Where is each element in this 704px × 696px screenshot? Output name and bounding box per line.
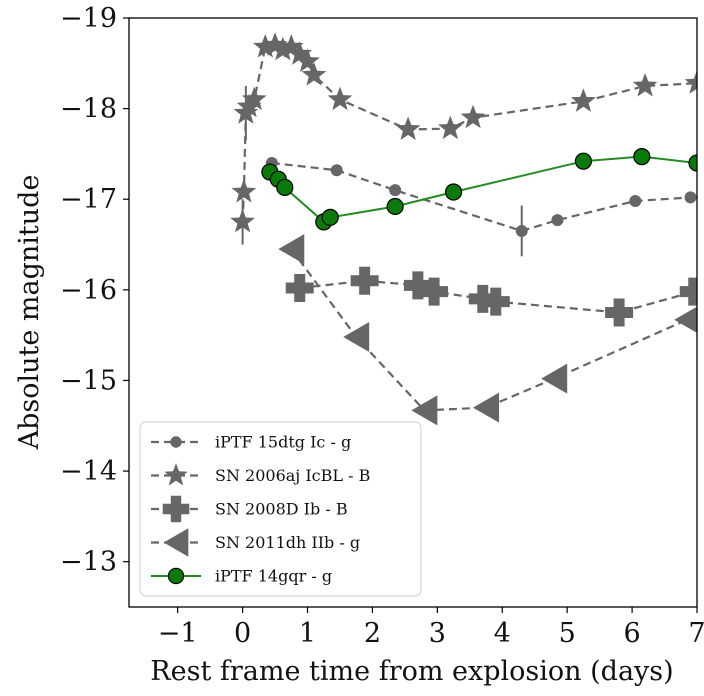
x-tick-label: 7 bbox=[688, 618, 704, 649]
plot-frame bbox=[128, 17, 698, 608]
data-point bbox=[444, 183, 463, 201]
legend-entry: SN 2008D Ib - B bbox=[151, 495, 348, 523]
y-tick-label: −18 bbox=[60, 94, 117, 125]
data-point bbox=[605, 298, 634, 327]
data-point bbox=[287, 41, 313, 65]
data-point bbox=[295, 48, 320, 72]
data-point bbox=[278, 234, 305, 265]
data-point bbox=[515, 224, 528, 237]
series-line bbox=[299, 279, 695, 314]
series-layer bbox=[230, 32, 697, 426]
series-group bbox=[285, 266, 697, 327]
y-tick-label: −16 bbox=[60, 275, 117, 306]
data-point bbox=[460, 104, 486, 129]
x-tick-label: 1 bbox=[299, 618, 316, 649]
data-point bbox=[684, 191, 697, 204]
data-point bbox=[574, 152, 593, 170]
data-point bbox=[350, 266, 379, 295]
x-tick-label: 5 bbox=[559, 618, 576, 649]
data-point bbox=[167, 567, 185, 585]
data-point bbox=[629, 195, 642, 208]
data-point bbox=[321, 208, 339, 226]
data-point bbox=[163, 528, 189, 557]
data-point bbox=[571, 88, 596, 112]
data-point bbox=[688, 154, 697, 172]
y-tick-label: −14 bbox=[60, 456, 117, 487]
series-group bbox=[278, 234, 697, 426]
data-point bbox=[278, 34, 304, 58]
data-point bbox=[170, 436, 182, 448]
y-tick-label: −13 bbox=[60, 547, 117, 578]
legend-entry: iPTF 15dtg Ic - g bbox=[151, 433, 351, 452]
data-point bbox=[633, 148, 651, 166]
data-point bbox=[632, 73, 658, 97]
data-point bbox=[262, 32, 288, 56]
data-point bbox=[285, 274, 314, 303]
data-point bbox=[438, 115, 463, 140]
x-tick-label: 2 bbox=[364, 618, 381, 649]
data-point bbox=[301, 62, 327, 86]
data-point bbox=[481, 287, 510, 316]
legend-entry: SN 2006aj IcBL - B bbox=[151, 463, 370, 486]
series-group bbox=[265, 156, 697, 257]
series-group bbox=[230, 32, 697, 245]
x-tick-label: 4 bbox=[494, 618, 511, 649]
data-point bbox=[684, 70, 697, 94]
data-point bbox=[162, 495, 190, 523]
data-point bbox=[276, 178, 294, 197]
data-point bbox=[386, 197, 404, 216]
y-axis-title: Absolute magnitude bbox=[14, 175, 45, 451]
legend-box bbox=[139, 421, 422, 597]
y-tick-label: −17 bbox=[60, 184, 117, 215]
data-point bbox=[395, 116, 421, 140]
data-point bbox=[330, 164, 343, 177]
data-point bbox=[343, 321, 370, 352]
x-tick-label: 0 bbox=[234, 618, 251, 649]
x-axis-title: Rest frame time from explosion (days) bbox=[150, 656, 673, 687]
legend-label: SN 2011dh IIb - g bbox=[215, 533, 360, 552]
data-point bbox=[674, 306, 697, 333]
data-point bbox=[327, 86, 353, 111]
data-point bbox=[551, 214, 564, 227]
legend-entry: iPTF 14gqr - g bbox=[151, 567, 332, 586]
series-group bbox=[261, 148, 697, 231]
data-point bbox=[541, 363, 568, 394]
plot-area bbox=[128, 17, 698, 608]
legend-label: iPTF 15dtg Ic - g bbox=[215, 433, 351, 452]
legend-entry: SN 2011dh IIb - g bbox=[151, 528, 360, 557]
y-tick-label: −15 bbox=[60, 365, 117, 396]
data-point bbox=[473, 392, 500, 423]
y-tick-label: −19 bbox=[60, 3, 117, 34]
x-tick-label: 3 bbox=[429, 618, 446, 649]
data-point bbox=[420, 277, 449, 306]
data-point bbox=[231, 179, 257, 203]
data-point bbox=[230, 208, 255, 233]
series-line bbox=[290, 248, 688, 412]
data-point bbox=[270, 36, 296, 61]
data-point bbox=[253, 34, 278, 58]
x-tick-label: −1 bbox=[158, 618, 198, 649]
data-point bbox=[164, 463, 188, 486]
legend-label: iPTF 14gqr - g bbox=[215, 567, 332, 586]
data-point bbox=[389, 184, 402, 197]
x-tick-label: 6 bbox=[623, 618, 640, 649]
legend-label: SN 2006aj IcBL - B bbox=[215, 466, 370, 485]
legend-label: SN 2008D Ib - B bbox=[215, 500, 348, 519]
data-point bbox=[679, 277, 697, 306]
y-axis: −19 −18 −17 −16 −15 −14 −13 bbox=[60, 3, 129, 578]
data-point bbox=[241, 86, 267, 111]
data-point bbox=[403, 271, 432, 300]
data-point bbox=[411, 395, 438, 426]
legend: iPTF 15dtg Ic - g SN 2006aj IcBL - B SN 20… bbox=[139, 421, 422, 597]
x-axis: −1 0 1 2 3 4 5 6 7 bbox=[158, 607, 704, 649]
